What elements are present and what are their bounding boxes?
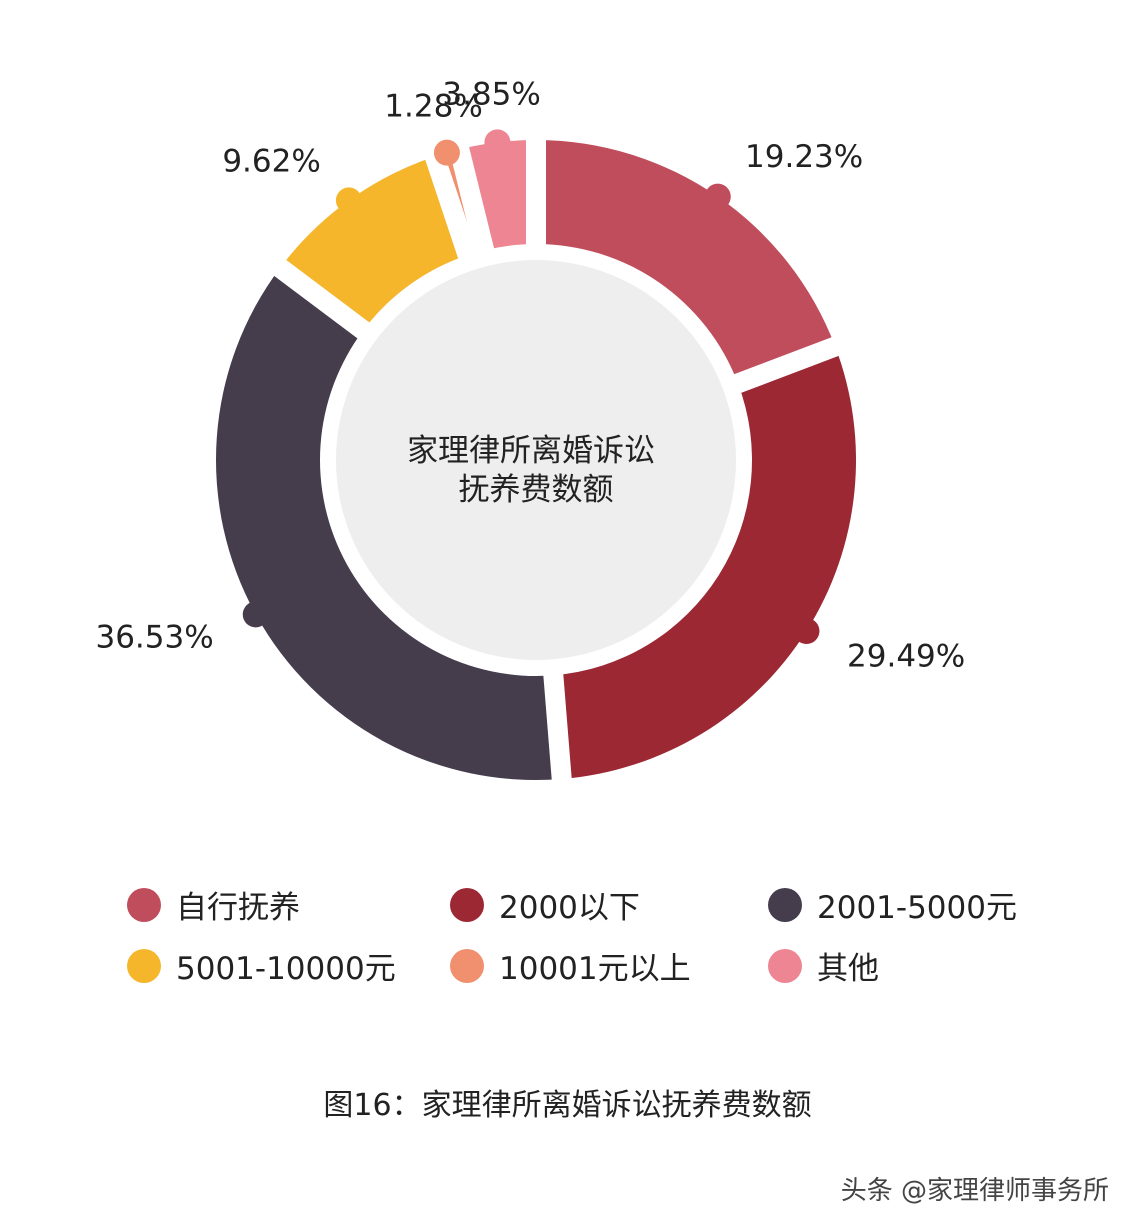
slice-gap xyxy=(729,330,858,395)
legend-item: 2000以下 xyxy=(450,882,640,927)
legend-swatch xyxy=(450,887,484,922)
legend-label: 5001-10000元 xyxy=(176,951,396,987)
legend-label: 其他 xyxy=(817,951,879,987)
data-label: 36.53% xyxy=(95,620,213,656)
center-text-line-2: 抚养费数额 xyxy=(459,472,614,508)
slice-2 xyxy=(216,267,562,780)
legend-swatch xyxy=(768,948,802,983)
legend-swatch xyxy=(768,887,802,922)
legend-swatch xyxy=(127,887,161,922)
legend-item: 自行抚养 xyxy=(127,882,300,927)
legend-item: 2001-5000元 xyxy=(768,882,1017,927)
data-label: 3.85% xyxy=(442,77,540,113)
legend-item: 其他 xyxy=(768,943,879,988)
watermark: 头条 @家理律师事务所 xyxy=(840,1176,1109,1206)
center-text-line-1: 家理律所离婚诉讼 xyxy=(407,433,655,469)
slice-marker-dot xyxy=(793,618,820,645)
center-circle xyxy=(336,260,736,660)
slice-marker-dot xyxy=(704,183,731,210)
slice-marker-dot xyxy=(242,601,269,628)
data-label: 9.62% xyxy=(222,143,320,179)
legend-swatch xyxy=(450,948,484,983)
slice-marker-dot xyxy=(433,139,460,166)
slice-gap xyxy=(258,247,374,342)
legend-swatch xyxy=(127,948,161,983)
data-label: 1.28% xyxy=(384,89,482,125)
slice-gap xyxy=(542,669,574,800)
donut-chart: 家理律所离婚诉讼 抚养费数额 19.23% 29.49% 36.53% 9.62% 1.… xyxy=(95,76,966,800)
legend-label: 2000以下 xyxy=(499,890,640,926)
slice-marker-dot xyxy=(335,187,362,214)
legend-label: 10001元以上 xyxy=(499,951,691,987)
data-label: 19.23% xyxy=(745,139,863,175)
slice-1 xyxy=(553,346,857,779)
slice-0 xyxy=(536,140,836,384)
figure-caption: 图16：家理律所离婚诉讼抚养费数额 xyxy=(323,1088,812,1123)
legend-label: 2001-5000元 xyxy=(817,890,1017,926)
svg-text:家理律所离婚诉讼 抚养费数额: 家理律所离婚诉讼 抚养费数额 xyxy=(407,433,665,508)
legend-item: 5001-10000元 xyxy=(127,943,396,988)
legend-item: 10001元以上 xyxy=(450,943,691,988)
slice-3 xyxy=(280,156,468,331)
slice-marker-dot xyxy=(484,129,511,156)
legend-label: 自行抚养 xyxy=(176,890,300,926)
data-label: 29.49% xyxy=(847,639,965,675)
